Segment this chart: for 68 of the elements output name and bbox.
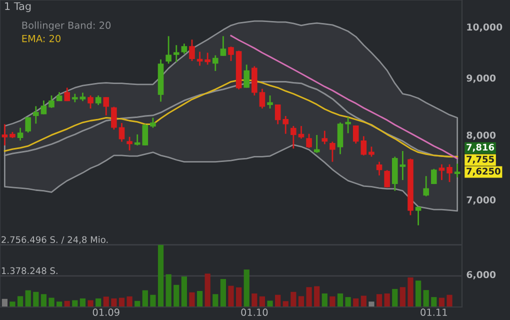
candlestick <box>267 94 273 110</box>
candlestick <box>166 35 172 64</box>
candlestick <box>306 133 312 149</box>
candlestick <box>322 130 328 145</box>
candlestick <box>438 164 445 181</box>
candlestick <box>220 35 226 57</box>
candlestick <box>400 150 406 181</box>
candlestick <box>368 146 374 158</box>
x-tick-label: 01.09 <box>92 308 120 316</box>
chart-title: 1 Tag <box>5 2 31 12</box>
candlestick <box>330 141 336 162</box>
y-tick-label: 10,000 <box>467 23 502 32</box>
candlestick <box>196 51 203 66</box>
candlestick <box>134 134 140 146</box>
x-tick-label: 01.11 <box>420 308 447 316</box>
candlestick <box>189 38 195 62</box>
candlestick <box>142 124 148 146</box>
text: 7,755 <box>466 156 494 164</box>
candlestick <box>345 116 351 134</box>
candlestick <box>212 54 218 72</box>
candlestick <box>352 124 359 144</box>
candlestick <box>48 94 54 109</box>
candlestick <box>282 115 289 134</box>
candlestick <box>244 64 250 88</box>
candlestick <box>150 117 156 128</box>
candlestick <box>376 161 382 176</box>
candlestick <box>181 42 188 54</box>
candlestick <box>103 96 110 116</box>
candlestick <box>88 94 94 110</box>
candlestick <box>25 116 31 134</box>
candlestick <box>314 134 320 154</box>
candlestick <box>290 125 296 150</box>
candlestick <box>423 175 429 197</box>
candlestick <box>446 164 452 183</box>
y-tick-label: 9,000 <box>466 74 496 83</box>
candlestick <box>40 100 47 115</box>
ref-line-label: 1.378.248 S. <box>2 267 58 274</box>
candlestick <box>95 94 102 106</box>
candlestick <box>384 169 390 188</box>
y-tick-label: 8,000 <box>466 132 496 140</box>
candlestick <box>17 127 24 142</box>
candlestick <box>274 104 281 125</box>
candlestick <box>64 87 70 102</box>
text: 7,6250 <box>466 168 500 176</box>
line-series <box>230 34 458 160</box>
candlestick <box>298 125 304 140</box>
y-tick-label: 6,000 <box>466 271 496 280</box>
candlestick <box>431 168 437 185</box>
candlestick <box>337 122 344 155</box>
text: Bollinger Band: 20 <box>22 21 111 31</box>
candlestick <box>454 163 460 178</box>
candlestick <box>259 88 266 110</box>
candlestick <box>33 106 39 124</box>
candlestick <box>228 46 234 62</box>
candlestick <box>204 52 210 66</box>
y-tick-label: 7,000 <box>466 196 496 205</box>
candlestick <box>360 136 367 156</box>
x-tick-label: 01.10 <box>241 308 268 316</box>
ref-line-label: 2.756.496 S. / 24,8 Mio. <box>2 236 108 244</box>
candlestick <box>126 136 132 152</box>
candlestick <box>2 124 8 146</box>
text: 7,816 <box>466 144 494 152</box>
text: EMA: 20 <box>22 34 60 42</box>
candlestick <box>118 122 125 142</box>
candlestick <box>415 206 422 226</box>
candlestick <box>173 44 180 63</box>
candlestick <box>252 66 258 96</box>
candlestick <box>111 106 117 130</box>
